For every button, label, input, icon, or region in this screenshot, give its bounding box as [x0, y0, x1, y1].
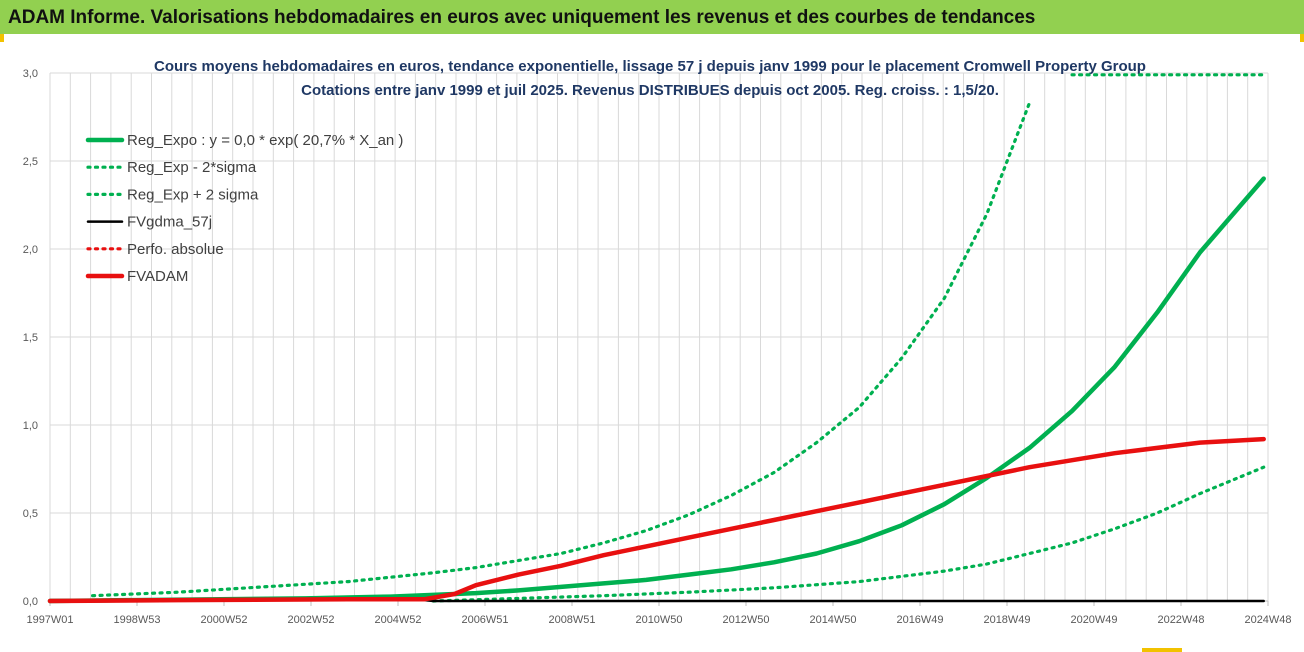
- x-tick-label: 2012W50: [722, 614, 769, 626]
- report-title-banner: ADAM Informe. Valorisations hebdomadaire…: [0, 0, 1304, 34]
- legend: Reg_Expo : y = 0,0 * exp( 20,7% * X_an )…: [85, 132, 403, 285]
- x-tick-label: 2020W49: [1070, 614, 1117, 626]
- y-tick-label: 3,0: [23, 68, 38, 80]
- chart-title: Cours moyens hebdomadaires en euros, ten…: [154, 58, 1146, 99]
- left-edge-marker: [0, 34, 4, 42]
- series-line: [47, 436, 1266, 604]
- legend-entry-label: Reg_Exp - 2*sigma: [127, 159, 257, 176]
- chart-title-line-2: Cotations entre janv 1999 et juil 2025. …: [301, 82, 999, 99]
- x-tick-label: 2004W52: [374, 614, 421, 626]
- chart-title-line-1: Cours moyens hebdomadaires en euros, ten…: [154, 58, 1146, 75]
- x-tick-label: 2000W52: [200, 614, 247, 626]
- y-tick-label: 2,5: [23, 156, 38, 168]
- series-lines: [47, 73, 1266, 604]
- y-tick-label: 2,0: [23, 244, 38, 256]
- x-tick-label: 2018W49: [983, 614, 1030, 626]
- series-line: [90, 101, 1032, 598]
- chart-canvas: 0,0 0,5 1,0 1,5 2,0 2,5 3,0 1997W01 1998W53 2000W…: [23, 58, 1292, 626]
- y-tick-label: 1,0: [23, 420, 38, 432]
- legend-entry-label: FVgdma_57j: [127, 214, 212, 231]
- x-tick-label: 2016W49: [896, 614, 943, 626]
- x-tick-label: 2024W48: [1244, 614, 1291, 626]
- y-tick-label: 1,5: [23, 332, 38, 344]
- right-edge-marker: [1300, 34, 1304, 42]
- x-tick-label: 1998W53: [113, 614, 160, 626]
- y-tick-label: 0,5: [23, 508, 38, 520]
- bottom-edge-marker: [1142, 648, 1182, 652]
- legend-entry-label: Perfo. absolue: [127, 241, 224, 258]
- legend-entry-label: FVADAM: [127, 268, 188, 285]
- x-tick-label: 2008W51: [548, 614, 595, 626]
- x-tick-label: 2010W50: [635, 614, 682, 626]
- y-tick-label: 0,0: [23, 596, 38, 608]
- legend-entry-label: Reg_Expo : y = 0,0 * exp( 20,7% * X_an ): [127, 132, 403, 149]
- series-line: [47, 176, 1266, 604]
- x-tick-label: 1997W01: [26, 614, 73, 626]
- gridlines: [49, 72, 1269, 602]
- x-tick-label: 2002W52: [287, 614, 334, 626]
- x-tick-label: 2014W50: [809, 614, 856, 626]
- series-line: [431, 465, 1266, 603]
- legend-entry-label: Reg_Exp + 2 sigma: [127, 186, 259, 203]
- x-tick-label: 2006W51: [461, 614, 508, 626]
- x-tick-label: 2022W48: [1157, 614, 1204, 626]
